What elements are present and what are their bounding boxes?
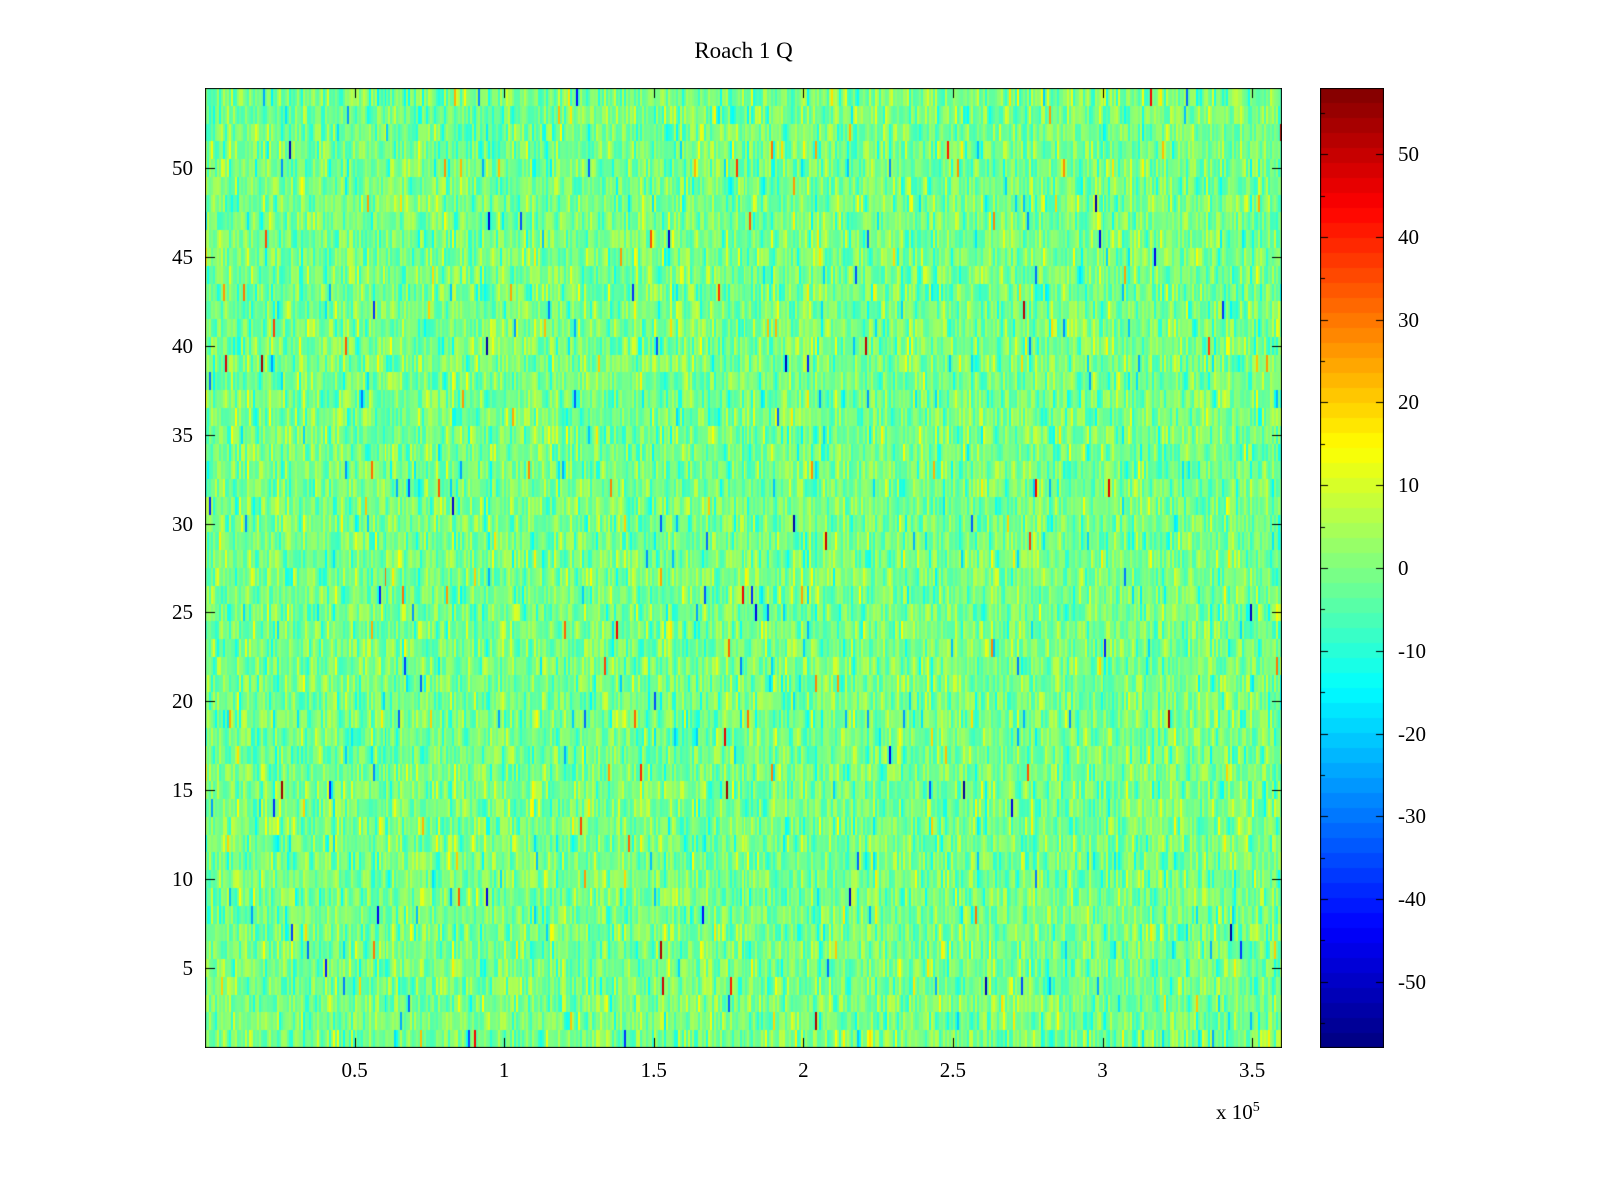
colorbar-tick-label: 40 [1398,224,1419,249]
x-tick-label: 2.5 [939,1058,967,1082]
colorbar-tick-label: 20 [1398,390,1419,415]
y-tick-label: 5 [182,956,194,980]
x-tick-label: 3 [1097,1058,1108,1082]
heatmap-canvas [205,88,1282,1048]
y-tick-label: 40 [172,333,193,358]
colorbar-tick-label: 10 [1398,473,1419,498]
y-tick-label: 30 [172,511,193,536]
colorbar-tick-label: -40 [1398,887,1426,912]
y-tick-label: 10 [172,867,193,892]
x-tick-label: 1 [498,1058,510,1082]
y-tick-label: 35 [172,422,193,447]
colorbar-tick-label: 50 [1398,142,1419,167]
colorbar-tick-label: -30 [1398,804,1426,829]
x-tick-label: 2 [798,1058,809,1082]
chart-title: Roach 1 Q [694,38,793,63]
x-tick-label: 0.5 [341,1058,368,1082]
colorbar-canvas [1320,88,1384,1048]
colorbar-tick-label: -50 [1398,969,1426,994]
colorbar-tick-label: 30 [1398,307,1419,332]
x-axis-exponent-base: x 10 [1216,1100,1253,1124]
colorbar-tick-label: -10 [1398,638,1426,663]
y-tick-label: 20 [172,689,193,714]
colorbar-tick-label: -20 [1398,721,1426,746]
colorbar-tick-label: 0 [1398,556,1409,580]
y-tick-label: 15 [172,778,193,803]
y-tick-label: 50 [172,156,193,180]
x-axis-exponent-label: x 105 [1216,1100,1260,1125]
x-tick-label: 3.5 [1238,1058,1266,1082]
y-tick-label: 25 [172,600,193,625]
y-tick-label: 45 [172,244,193,269]
x-tick-label: 1.5 [640,1058,667,1082]
x-axis-exponent-power: 5 [1252,1100,1260,1115]
